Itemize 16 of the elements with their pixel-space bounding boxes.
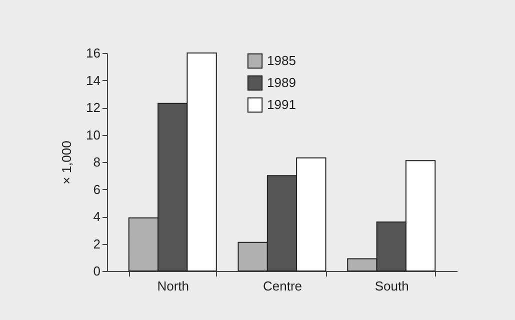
x-tick-label: Centre [262, 278, 302, 294]
y-tick-label: 2 [93, 236, 100, 252]
x-tick-label: North [157, 278, 190, 294]
y-tick-label: 0 [93, 264, 100, 278]
y-tick-label: 14 [86, 72, 100, 88]
legend-label: 1985 [267, 53, 296, 68]
y-tick-label: 16 [86, 46, 100, 60]
legend-label: 1989 [267, 75, 296, 90]
x-tick-label: South [374, 278, 409, 294]
y-axis-title: × 1,000 [59, 140, 74, 184]
y-tick-label: 12 [86, 100, 100, 115]
y-tick-label: 4 [93, 209, 100, 224]
legend-label: 1991 [267, 97, 296, 112]
y-tick-label: 6 [93, 182, 100, 197]
y-tick-label: 10 [86, 127, 100, 142]
y-tick-label: 8 [93, 154, 100, 170]
